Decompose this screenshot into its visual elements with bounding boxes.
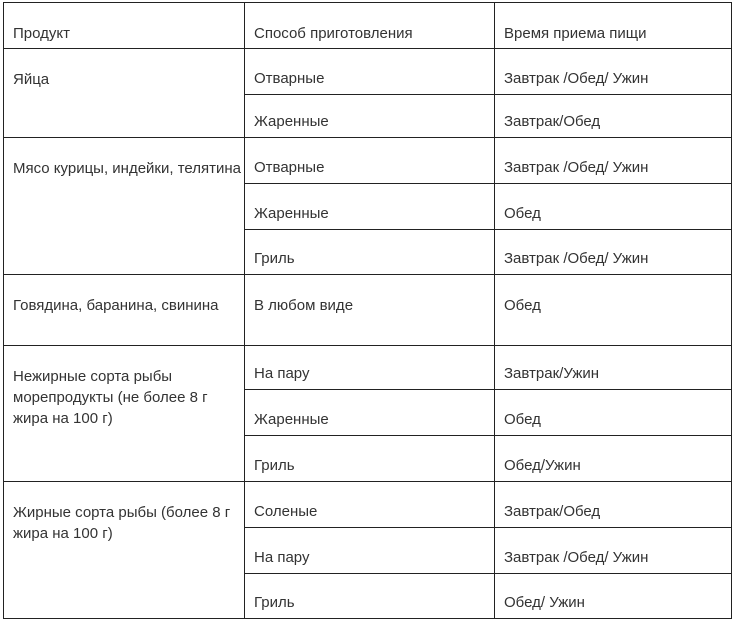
time-cell: Завтрак/Обед [494, 481, 732, 528]
time-cell: Обед/ Ужин [494, 573, 732, 619]
product-cell: Мясо курицы, индейки, телятина [3, 137, 245, 275]
table-row: Нежирные сорта рыбы морепродукты (не бол… [3, 345, 732, 482]
time-cell: Завтрак /Обед/ Ужин [494, 137, 732, 184]
table-row: Яйца Отварные Завтрак /Обед/ Ужин [3, 48, 732, 138]
header-row: Продукт Способ приготовления Время прием… [3, 2, 732, 49]
table-row: Жаренные Обед [4, 183, 732, 230]
food-table: Продукт Способ приготовления Время прием… [3, 2, 732, 619]
time-cell: Обед [494, 183, 732, 230]
header-method: Способ приготовления [244, 2, 495, 49]
method-cell: На пару [244, 527, 495, 574]
table-row: Мясо курицы, индейки, телятина Отварные За… [3, 137, 732, 275]
method-cell: Соленые [244, 481, 495, 528]
table-row: Гриль Завтрак /Обед/ Ужин [4, 229, 732, 275]
time-cell: Завтрак /Обед/ Ужин [494, 229, 732, 275]
time-cell: Обед [494, 389, 732, 436]
time-cell: Обед/Ужин [494, 435, 732, 482]
table-row: Жирные сорта рыбы (более 8 г жира на 100… [3, 481, 732, 619]
header-time: Время приема пищи [494, 2, 732, 49]
method-cell: Гриль [244, 573, 495, 619]
method-cell: Гриль [244, 229, 495, 275]
table-row: Говядина, баранина, свинина В любом виде… [3, 274, 732, 346]
method-cell: На пару [244, 345, 495, 390]
method-cell: Жаренные [244, 183, 495, 230]
table-row: Жаренные Обед [4, 389, 732, 436]
table-row: Гриль Обед/ Ужин [4, 573, 732, 619]
product-cell: Нежирные сорта рыбы морепродукты (не бол… [3, 345, 245, 482]
product-cell: Яйца [3, 48, 245, 138]
table-row: Гриль Обед/Ужин [4, 435, 732, 482]
method-cell: В любом виде [244, 274, 495, 346]
method-cell: Жаренные [244, 389, 495, 436]
method-cell: Отварные [244, 137, 495, 184]
time-cell: Обед [494, 274, 732, 346]
table-row: Жаренные Завтрак/Обед [4, 94, 732, 138]
time-cell: Завтрак/Ужин [494, 345, 732, 390]
time-cell: Завтрак /Обед/ Ужин [494, 527, 732, 574]
header-product: Продукт [3, 2, 245, 49]
product-cell: Жирные сорта рыбы (более 8 г жира на 100… [3, 481, 245, 619]
product-cell: Говядина, баранина, свинина [3, 274, 245, 346]
time-cell: Завтрак /Обед/ Ужин [494, 48, 732, 95]
time-cell: Завтрак/Обед [494, 94, 732, 138]
table-row: На пару Завтрак /Обед/ Ужин [4, 527, 732, 574]
method-cell: Гриль [244, 435, 495, 482]
method-cell: Жаренные [244, 94, 495, 138]
method-cell: Отварные [244, 48, 495, 95]
